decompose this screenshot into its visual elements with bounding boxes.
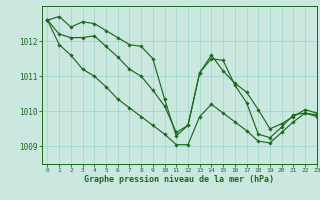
X-axis label: Graphe pression niveau de la mer (hPa): Graphe pression niveau de la mer (hPa) <box>84 175 274 184</box>
